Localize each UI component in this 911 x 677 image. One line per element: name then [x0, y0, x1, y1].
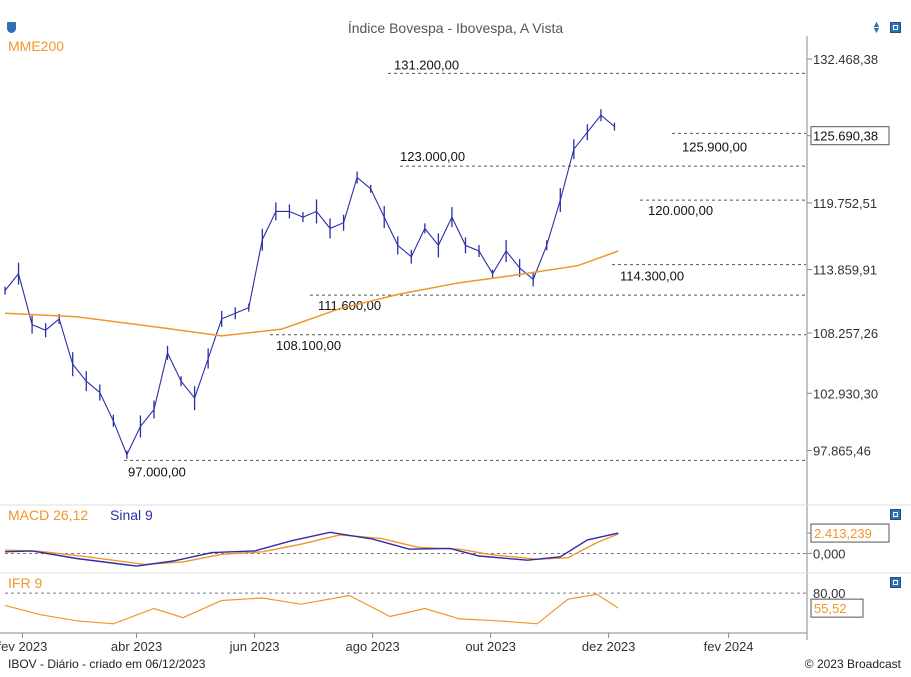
y-tick-label: 97.865,46 — [813, 444, 871, 459]
x-tick-label: dez 2023 — [582, 639, 636, 654]
mme200-label: MME200 — [8, 38, 65, 54]
y-tick-label: 119.752,51 — [813, 196, 877, 211]
ifr-value-label: 55,52 — [814, 601, 847, 616]
level-label: 108.100,00 — [276, 338, 341, 353]
level-label: 114.300,00 — [620, 269, 684, 284]
level-label: 123.000,00 — [400, 149, 465, 164]
x-tick-label: abr 2023 — [111, 639, 162, 654]
footer-left: IBOV - Diário - criado em 06/12/2023 — [8, 657, 206, 671]
ifr-y-tick-label: 80,00 — [813, 586, 846, 601]
ifr-value-box — [810, 598, 864, 618]
ifr-label: IFR 9 — [8, 575, 43, 591]
y-tick-label: 132.468,38 — [813, 52, 878, 67]
x-tick-label: out 2023 — [465, 639, 516, 654]
x-tick-label: fev 2024 — [704, 639, 754, 654]
mme200-series-line — [4, 250, 619, 337]
macd-series-line — [4, 531, 619, 567]
chart-title: Índice Bovespa - Ibovespa, A Vista — [347, 20, 564, 36]
macd-settings-icon[interactable] — [890, 509, 901, 520]
panel-settings-icon[interactable] — [890, 22, 901, 33]
level-label: 125.900,00 — [682, 139, 747, 154]
y-tick-label: 108.257,26 — [813, 326, 878, 341]
current-value-box — [810, 126, 890, 146]
y-tick-label: 102.930,30 — [813, 386, 878, 401]
macd-value-box — [810, 523, 890, 543]
level-label: 120.000,00 — [648, 203, 713, 218]
level-label: 131.200,00 — [394, 57, 459, 72]
x-tick-label: jun 2023 — [229, 639, 280, 654]
footer-right: © 2023 Broadcast — [804, 657, 901, 671]
scroll-updown-icon[interactable]: ▲ ▼ — [872, 19, 881, 35]
macd-y-tick-label: 0,000 — [813, 546, 846, 561]
current-value-label: 125.690,38 — [813, 129, 878, 144]
price-series-line — [4, 114, 615, 457]
x-tick-label: ago 2023 — [345, 639, 399, 654]
x-tick-label: fev 2023 — [0, 639, 47, 654]
macd-label: MACD 26,12 — [8, 507, 89, 523]
ifr-settings-icon[interactable] — [890, 577, 901, 588]
ifr-series-line — [4, 593, 619, 625]
level-label: 97.000,00 — [128, 464, 186, 479]
signal-label: Sinal 9 — [110, 507, 153, 523]
macd-value-label: 2.413,239 — [814, 526, 872, 541]
y-tick-label: 113.859,91 — [813, 263, 877, 278]
shield-icon — [7, 22, 16, 33]
